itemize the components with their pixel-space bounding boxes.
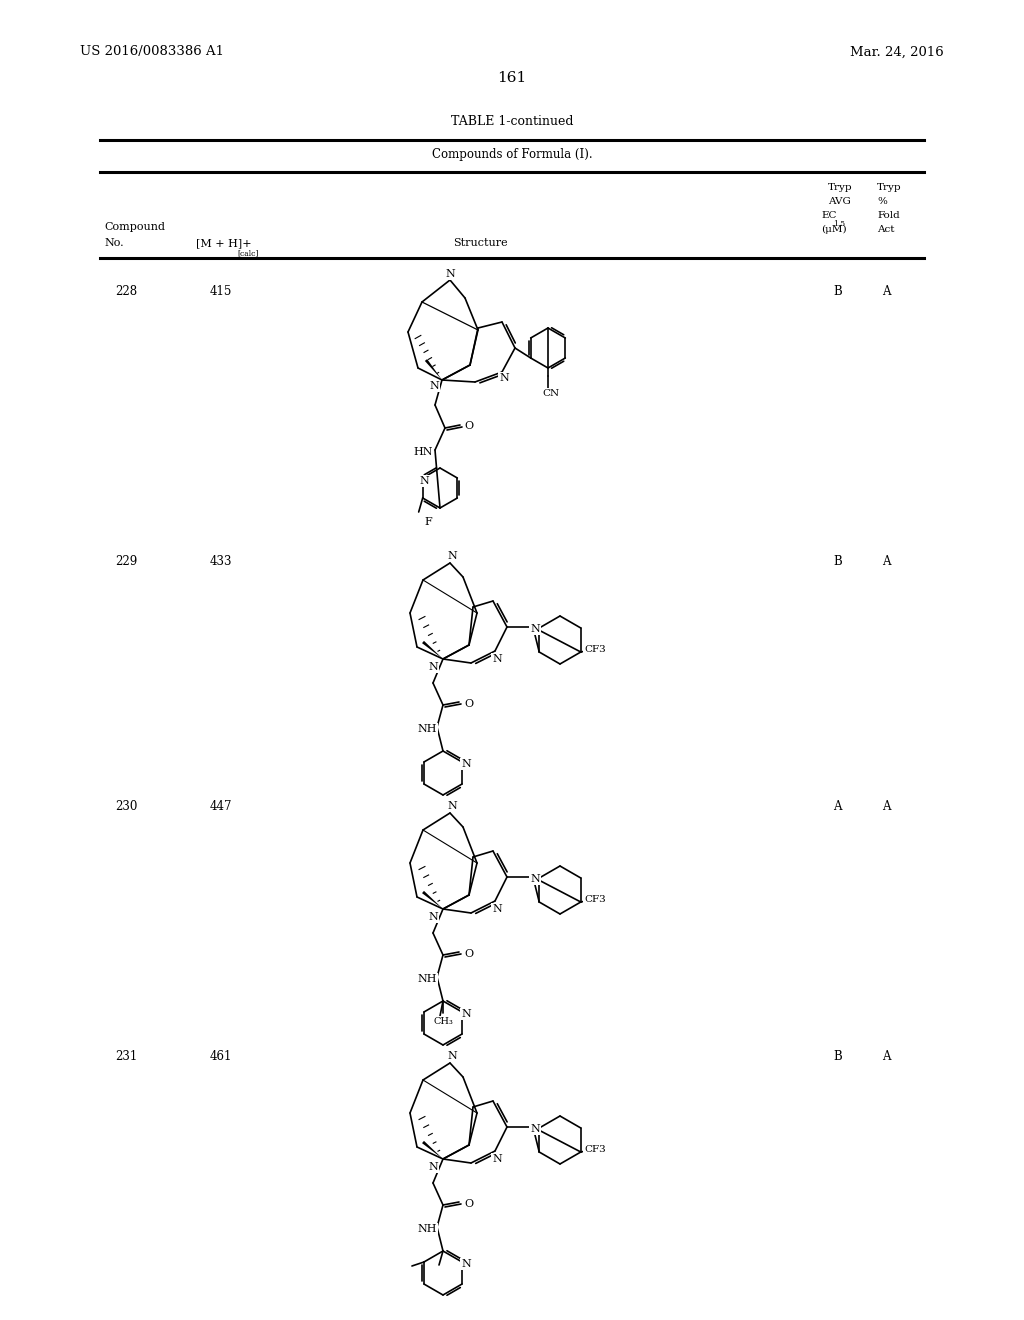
Text: CN: CN bbox=[543, 389, 559, 399]
Text: B: B bbox=[833, 1049, 842, 1063]
Text: 461: 461 bbox=[210, 1049, 232, 1063]
Text: N: N bbox=[461, 1008, 471, 1019]
Text: B: B bbox=[833, 554, 842, 568]
Text: N: N bbox=[428, 1162, 438, 1172]
Text: CF3: CF3 bbox=[584, 1144, 605, 1154]
Text: O: O bbox=[465, 949, 473, 960]
Text: N: N bbox=[493, 904, 502, 913]
Text: AVG: AVG bbox=[828, 197, 851, 206]
Text: HN: HN bbox=[414, 447, 433, 457]
Text: N: N bbox=[499, 374, 509, 383]
Text: Act: Act bbox=[877, 224, 895, 234]
Text: Compounds of Formula (I).: Compounds of Formula (I). bbox=[432, 148, 592, 161]
Text: [M + H]+: [M + H]+ bbox=[196, 238, 252, 248]
Text: A: A bbox=[833, 800, 842, 813]
Text: (μM): (μM) bbox=[821, 224, 847, 234]
Text: N: N bbox=[530, 874, 540, 884]
Text: N: N bbox=[447, 1051, 457, 1061]
Text: 230: 230 bbox=[115, 800, 137, 813]
Text: 415: 415 bbox=[210, 285, 232, 298]
Polygon shape bbox=[425, 359, 442, 380]
Text: 229: 229 bbox=[115, 554, 137, 568]
Text: A: A bbox=[882, 1049, 891, 1063]
Text: Tryp: Tryp bbox=[828, 183, 853, 191]
Text: B: B bbox=[833, 285, 842, 298]
Text: Structure: Structure bbox=[453, 238, 507, 248]
Text: A: A bbox=[882, 800, 891, 813]
Text: O: O bbox=[465, 700, 473, 709]
Text: Fold: Fold bbox=[877, 211, 900, 220]
Text: O: O bbox=[465, 421, 473, 432]
Text: 433: 433 bbox=[210, 554, 232, 568]
Polygon shape bbox=[422, 891, 443, 909]
Text: F: F bbox=[424, 517, 432, 527]
Text: NH: NH bbox=[417, 974, 437, 983]
Text: 1.5: 1.5 bbox=[833, 220, 845, 228]
Text: N: N bbox=[428, 663, 438, 672]
Text: Tryp: Tryp bbox=[877, 183, 901, 191]
Text: 228: 228 bbox=[115, 285, 137, 298]
Text: CF3: CF3 bbox=[584, 644, 605, 653]
Text: NH: NH bbox=[417, 1224, 437, 1234]
Text: CF3: CF3 bbox=[584, 895, 605, 903]
Text: Mar. 24, 2016: Mar. 24, 2016 bbox=[850, 45, 944, 58]
Text: N: N bbox=[420, 477, 429, 486]
Text: O: O bbox=[465, 1199, 473, 1209]
Text: TABLE 1-continued: TABLE 1-continued bbox=[451, 115, 573, 128]
Text: N: N bbox=[447, 801, 457, 810]
Text: %: % bbox=[877, 197, 887, 206]
Text: A: A bbox=[882, 285, 891, 298]
Text: [calc]: [calc] bbox=[237, 249, 258, 257]
Text: 447: 447 bbox=[210, 800, 232, 813]
Text: US 2016/0083386 A1: US 2016/0083386 A1 bbox=[80, 45, 224, 58]
Polygon shape bbox=[422, 1140, 443, 1159]
Text: N: N bbox=[461, 1259, 471, 1269]
Text: No.: No. bbox=[104, 238, 124, 248]
Text: N: N bbox=[493, 1154, 502, 1164]
Text: N: N bbox=[429, 381, 439, 391]
Text: A: A bbox=[882, 554, 891, 568]
Polygon shape bbox=[422, 640, 443, 659]
Text: N: N bbox=[445, 269, 455, 279]
Text: N: N bbox=[428, 912, 438, 921]
Text: N: N bbox=[530, 624, 540, 634]
Text: EC: EC bbox=[821, 211, 837, 220]
Text: N: N bbox=[530, 1125, 540, 1134]
Text: N: N bbox=[493, 653, 502, 664]
Text: CH₃: CH₃ bbox=[433, 1016, 453, 1026]
Text: 161: 161 bbox=[498, 71, 526, 84]
Text: 231: 231 bbox=[115, 1049, 137, 1063]
Text: Compound: Compound bbox=[104, 222, 165, 232]
Text: N: N bbox=[447, 550, 457, 561]
Text: NH: NH bbox=[417, 723, 437, 734]
Text: N: N bbox=[461, 759, 471, 770]
